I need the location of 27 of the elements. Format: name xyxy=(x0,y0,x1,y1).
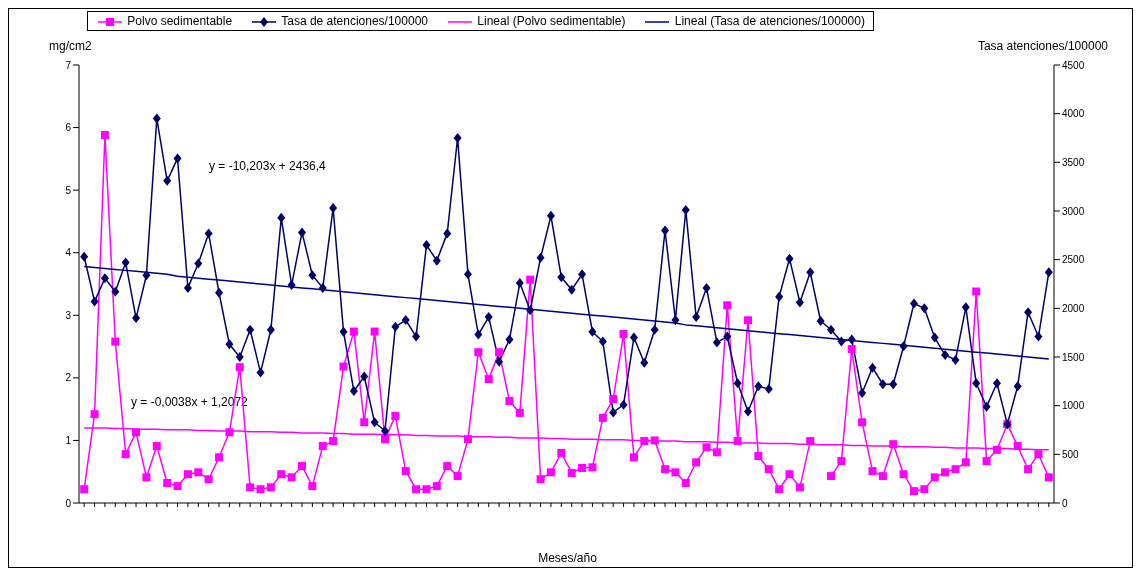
y2-tick-label: 1000 xyxy=(1062,400,1085,412)
y-tick-label: 6 xyxy=(65,122,72,134)
y2-tick-label: 4000 xyxy=(1062,108,1085,120)
y2-axis-title: Tasa atenciones/100000 xyxy=(977,39,1108,53)
y2-tick-label: 2000 xyxy=(1062,302,1085,314)
legend-label: Polvo sedimentable xyxy=(127,14,233,28)
y-tick-label: 4 xyxy=(65,247,72,259)
legend-label: Lineal (Polvo sedimentable) xyxy=(477,14,626,28)
line-series xyxy=(83,265,1050,360)
y2-tick-label: 4500 xyxy=(1062,59,1085,71)
y2-tick-label: 1500 xyxy=(1062,351,1085,363)
x-axis-title: Meses/año xyxy=(537,551,598,565)
y2-tick-label: 3500 xyxy=(1062,156,1085,168)
y2-tick-label: 2500 xyxy=(1062,254,1085,266)
y-tick-label: 7 xyxy=(65,59,72,71)
y2-tick-label: 500 xyxy=(1062,448,1080,460)
y-axis-title: mg/cm2 xyxy=(49,39,92,53)
y-tick-label: 1 xyxy=(65,434,72,446)
y2-tick-label: 3000 xyxy=(1062,205,1085,217)
annotation: y = -10,203x + 2436,4 xyxy=(209,159,326,173)
y-tick-label: 0 xyxy=(65,497,72,509)
y-tick-label: 2 xyxy=(65,372,72,384)
y-tick-label: 5 xyxy=(65,184,72,196)
y-tick-label: 3 xyxy=(65,309,72,321)
legend-label: Tasa de atenciones/100000 xyxy=(281,14,428,28)
legend-label: Lineal (Tasa de atenciones/100000) xyxy=(674,14,865,28)
y2-tick-label: 0 xyxy=(1062,497,1068,509)
